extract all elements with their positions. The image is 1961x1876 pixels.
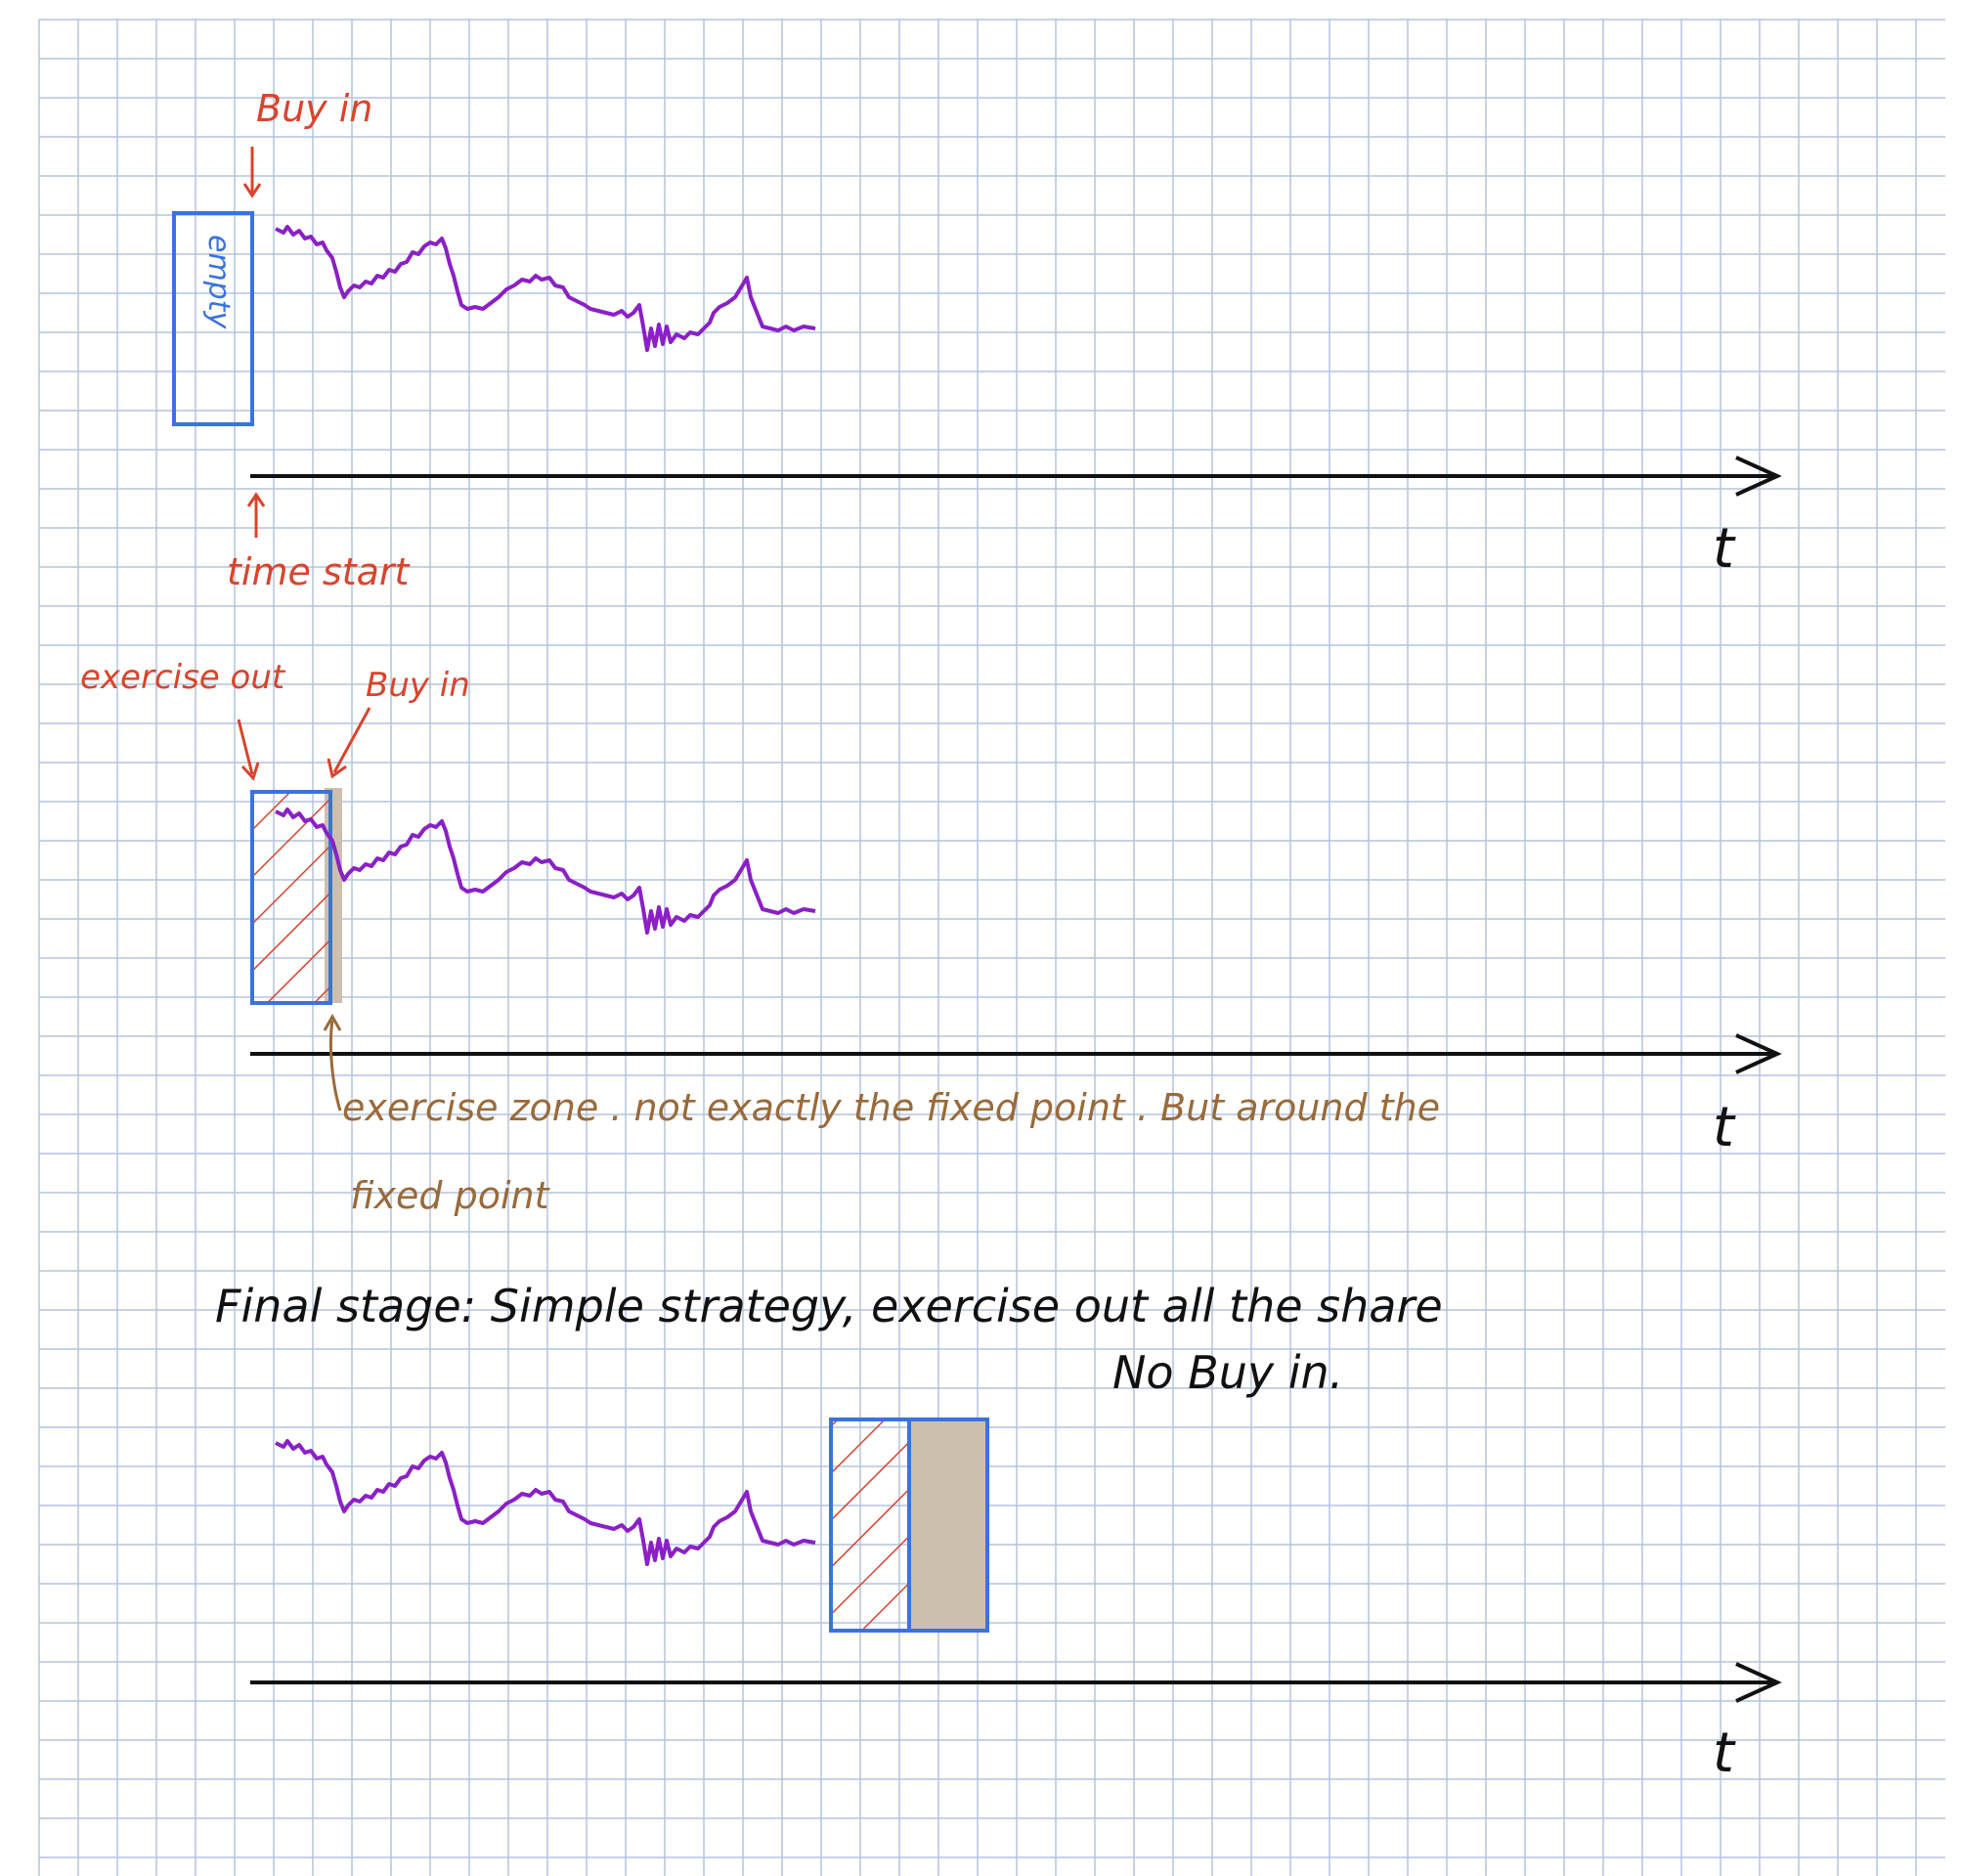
time-axis-3 <box>250 1662 1782 1703</box>
exercise-zone-note-line1: exercise zone . not exactly the fixed po… <box>342 1086 1440 1129</box>
exercise-out-label: exercise out <box>80 658 286 697</box>
exercise-zone-box <box>250 790 332 1005</box>
exercise-zone-note-line2: fixed point <box>350 1174 551 1217</box>
final-stage-line2: No Buy in. <box>1112 1346 1343 1399</box>
price-path-2 <box>274 807 817 935</box>
panel-3: Final stage: Simple strategy, exercise o… <box>215 1280 1782 1785</box>
exercise-zone-arrow <box>323 1013 342 1112</box>
buy-in-label: Buy in <box>256 87 372 130</box>
final-exercise-zone <box>829 1418 911 1633</box>
time-axis-2 <box>250 1033 1782 1074</box>
buy-in-arrow <box>242 147 262 198</box>
buy-in-arrow-2 <box>327 707 371 779</box>
time-axis-label-2: t <box>1713 1096 1736 1159</box>
empty-label: empty <box>201 235 236 329</box>
price-path-1 <box>274 225 817 352</box>
buy-in-label-2: Buy in <box>366 666 470 705</box>
empty-position-box <box>172 211 254 426</box>
time-start-arrow <box>246 492 266 538</box>
final-stage-line1: Final stage: Simple strategy, exercise o… <box>215 1280 1443 1332</box>
time-axis-label-1: t <box>1713 517 1736 581</box>
price-path-3 <box>274 1439 817 1566</box>
panel-2: exercise out Buy in t exercise zone . no… <box>80 658 1782 1217</box>
panel-1: Buy in empty t time start <box>172 87 1782 593</box>
time-axis-1 <box>250 456 1782 497</box>
time-start-label: time start <box>227 550 412 593</box>
time-axis-label-3: t <box>1713 1722 1736 1785</box>
final-buy-in-zone <box>907 1418 989 1633</box>
exercise-out-arrow <box>237 719 260 781</box>
